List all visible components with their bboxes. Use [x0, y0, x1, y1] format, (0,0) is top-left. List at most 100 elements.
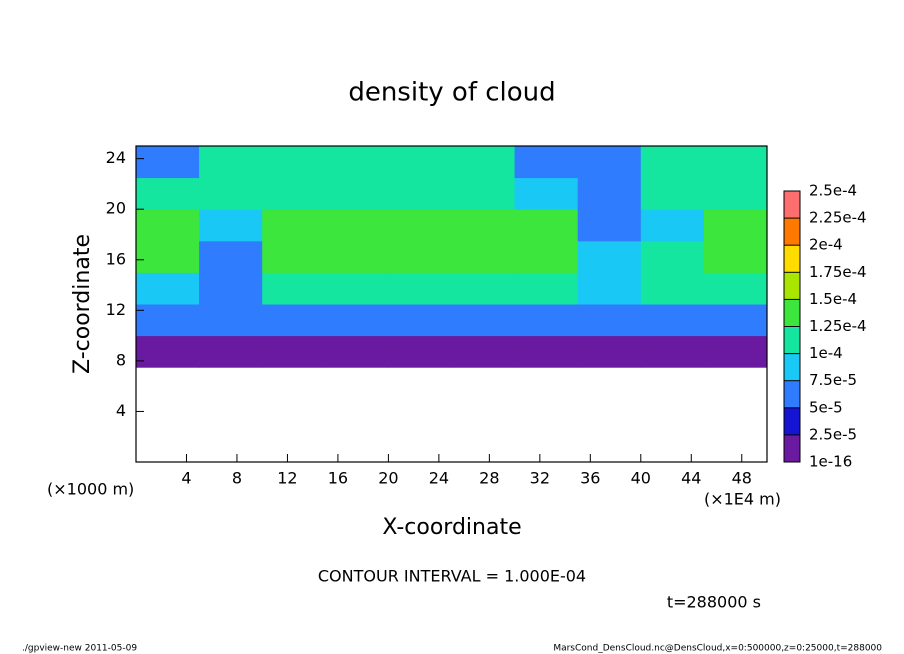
cell — [577, 146, 642, 179]
colorbar-box — [784, 407, 800, 435]
cell — [262, 272, 326, 305]
cell — [388, 272, 452, 305]
x-axis-title: X-coordinate — [382, 515, 521, 540]
cell — [640, 146, 705, 179]
cell — [514, 304, 579, 337]
cell — [136, 209, 200, 242]
cell — [136, 146, 200, 179]
x-tick-label: 20 — [378, 469, 398, 488]
cell — [640, 240, 705, 273]
x-tick-label: 48 — [732, 469, 752, 488]
cell — [199, 335, 263, 368]
x-tick-label: 16 — [328, 469, 348, 488]
cell — [514, 146, 579, 179]
x-tick-label: 44 — [681, 469, 701, 488]
cell — [325, 146, 389, 179]
y-axis-title: Z-coordinate — [70, 234, 95, 374]
cell — [451, 304, 516, 337]
y-tick-label: 16 — [106, 249, 126, 268]
cell — [199, 304, 263, 337]
cell — [388, 304, 452, 337]
cell — [703, 177, 768, 210]
cell — [262, 146, 326, 179]
cell — [262, 304, 326, 337]
cell — [577, 177, 642, 210]
colorbar-box — [784, 191, 800, 219]
footer-left: ./gpview-new 2011-05-09 — [22, 644, 137, 654]
cell — [640, 335, 705, 368]
colorbar-label: 1.5e-4 — [809, 290, 857, 308]
cell — [262, 335, 326, 368]
colorbar-box — [784, 272, 800, 300]
colorbar-box — [784, 353, 800, 381]
cell — [388, 177, 452, 210]
cell — [577, 304, 642, 337]
cell — [388, 209, 452, 242]
colorbar-box — [784, 434, 800, 462]
cell — [136, 272, 200, 305]
cell — [577, 240, 642, 273]
cell — [514, 209, 579, 242]
cell — [703, 146, 768, 179]
contour-note: CONTOUR INTERVAL = 1.000E-04 — [318, 567, 586, 586]
cell — [262, 177, 326, 210]
colorbar-label: 2.25e-4 — [809, 209, 867, 227]
x-tick-label: 24 — [429, 469, 449, 488]
cell — [577, 272, 642, 305]
colorbar-box — [784, 218, 800, 246]
cell — [703, 240, 768, 273]
cell — [577, 335, 642, 368]
footer-right: MarsCond_DensCloud.nc@DensCloud,x=0:5000… — [553, 644, 882, 654]
cell — [514, 177, 579, 210]
colorbar-box — [784, 326, 800, 354]
x-unit: (×1E4 m) — [704, 490, 781, 509]
cell — [199, 272, 263, 305]
x-tick-label: 4 — [181, 469, 191, 488]
colorbar-label: 7.5e-5 — [809, 371, 857, 389]
cell — [262, 240, 326, 273]
x-tick-label: 36 — [580, 469, 600, 488]
cell — [325, 335, 389, 368]
y-tick-label: 20 — [106, 199, 126, 218]
cell — [577, 209, 642, 242]
x-tick-label: 12 — [277, 469, 297, 488]
colorbar-label: 1e-4 — [809, 344, 843, 362]
colorbar-box — [784, 380, 800, 408]
cell — [640, 272, 705, 305]
cell — [136, 304, 200, 337]
colorbar-label: 2.5e-5 — [809, 425, 857, 443]
cell — [451, 209, 516, 242]
cell — [199, 240, 263, 273]
colorbar-label: 1e-16 — [809, 453, 852, 471]
cell — [325, 177, 389, 210]
plot-frame — [135, 145, 768, 463]
cell — [703, 335, 768, 368]
cell — [514, 240, 579, 273]
cell — [703, 272, 768, 305]
y-tick-label: 8 — [116, 350, 126, 369]
cell — [703, 209, 768, 242]
cell — [451, 240, 516, 273]
colorbar-box — [784, 299, 800, 327]
cell — [514, 272, 579, 305]
cell — [199, 209, 263, 242]
cell — [451, 335, 516, 368]
cell — [451, 146, 516, 179]
time-note: t=288000 s — [667, 593, 761, 612]
chart-title: density of cloud — [348, 78, 555, 108]
x-tick-label: 40 — [631, 469, 651, 488]
colorbar-label: 2.5e-4 — [809, 182, 857, 200]
cell — [514, 335, 579, 368]
cell — [640, 209, 705, 242]
cell — [262, 209, 326, 242]
cell — [136, 335, 200, 368]
cell — [640, 304, 705, 337]
cell — [325, 240, 389, 273]
x-tick-label: 32 — [530, 469, 550, 488]
x-tick-label: 28 — [479, 469, 499, 488]
cell — [136, 177, 200, 210]
field — [136, 146, 768, 368]
cell — [199, 146, 263, 179]
cell — [451, 177, 516, 210]
y-tick-label: 12 — [106, 300, 126, 319]
